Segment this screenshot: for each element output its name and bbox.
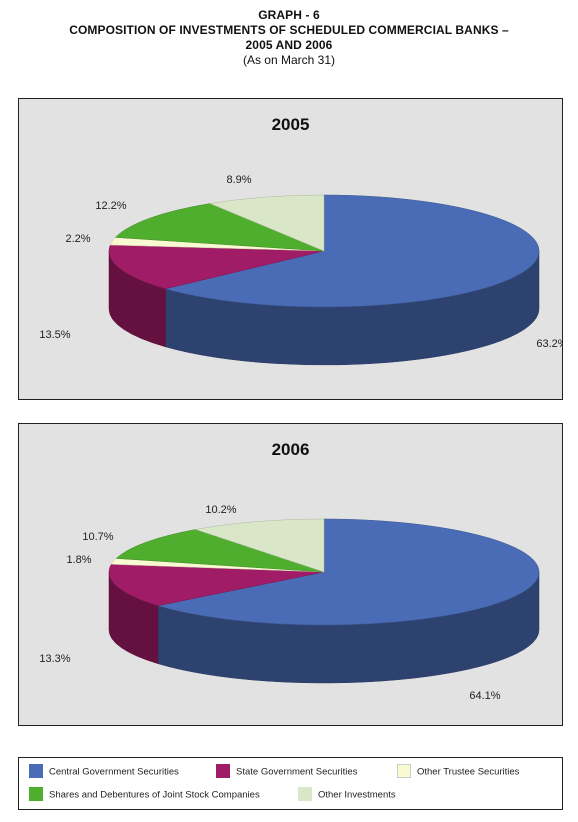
slice-label-central-government-securities: 64.1% — [469, 690, 500, 702]
chart-years: 2005 AND 2006 — [245, 38, 333, 52]
legend-swatch — [397, 764, 411, 778]
pie-slice-shares-and-debentures-of-joint-stock-companies — [114, 203, 325, 252]
pie-slice-central-government-securities — [164, 194, 540, 308]
legend-swatch — [29, 764, 43, 778]
slice-label-other-investments: 8.9% — [226, 174, 251, 186]
pie-slice-state-government-securities — [108, 244, 325, 290]
legend-label: Other Trustee Securities — [417, 766, 520, 778]
pie-slice-state-government-securities — [108, 564, 325, 606]
chart-title: COMPOSITION OF INVESTMENTS OF SCHEDULED … — [69, 23, 509, 37]
pie-slice-other-investments — [209, 194, 325, 252]
pie-panel-2005: 2005 63.2% 13.5% 2.2% 12.2% 8.9% — [18, 98, 563, 400]
slice-label-other-trustee-securities: 1.8% — [66, 554, 91, 566]
pie-chart-2006: 64.1% 13.3% 1.8% 10.7% 10.2% — [39, 504, 540, 702]
legend-label: Shares and Debentures of Joint Stock Com… — [49, 789, 260, 801]
pie-labels: 63.2% 13.5% 2.2% 12.2% 8.9% — [39, 174, 562, 350]
legend-label: Other Investments — [318, 789, 396, 801]
legend-swatch — [216, 764, 230, 778]
slice-label-other-trustee-securities: 2.2% — [65, 233, 90, 245]
pie-chart-2005: 63.2% 13.5% 2.2% 12.2% 8.9% — [39, 174, 562, 366]
legend-item-shares-debentures: Shares and Debentures of Joint Stock Com… — [29, 787, 260, 801]
slice-label-state-government-securities: 13.5% — [39, 329, 70, 341]
pie-title: 2006 — [271, 440, 310, 459]
legend-swatch — [29, 787, 43, 801]
legend-label: Central Government Securities — [49, 766, 179, 778]
slice-label-state-government-securities: 13.3% — [39, 653, 70, 665]
slice-label-shares-and-debentures-of-joint-stock-companies: 12.2% — [95, 200, 126, 212]
legend-label: State Government Securities — [236, 766, 358, 778]
slice-label-shares-and-debentures-of-joint-stock-companies: 10.7% — [82, 531, 113, 543]
legend: Central Government Securities State Gove… — [18, 757, 563, 810]
graph-number: GRAPH - 6 — [258, 8, 320, 22]
legend-item-other-investments: Other Investments — [298, 787, 396, 801]
chart-header: GRAPH - 6 COMPOSITION OF INVESTMENTS OF … — [0, 8, 578, 68]
pie-slice-shares-and-debentures-of-joint-stock-companies — [115, 529, 325, 573]
pie-slice-central-government-securities — [157, 518, 540, 626]
pie-title: 2005 — [271, 115, 310, 134]
pie-labels: 64.1% 13.3% 1.8% 10.7% 10.2% — [39, 504, 500, 702]
slice-label-central-government-securities: 63.2% — [536, 338, 562, 350]
legend-item-state-govt: State Government Securities — [216, 764, 358, 778]
legend-item-other-trustee: Other Trustee Securities — [397, 764, 520, 778]
legend-swatch — [298, 787, 312, 801]
pie-top — [108, 194, 540, 308]
pie-panel-2006: 2006 64.1% 13.3% 1.8% 10.7% 10.2% — [18, 423, 563, 726]
chart-subtitle: (As on March 31) — [242, 53, 336, 67]
slice-label-other-investments: 10.2% — [205, 504, 236, 516]
pie-slice-other-investments — [195, 518, 325, 573]
legend-item-central-govt: Central Government Securities — [29, 764, 179, 778]
pie-top — [108, 518, 540, 626]
